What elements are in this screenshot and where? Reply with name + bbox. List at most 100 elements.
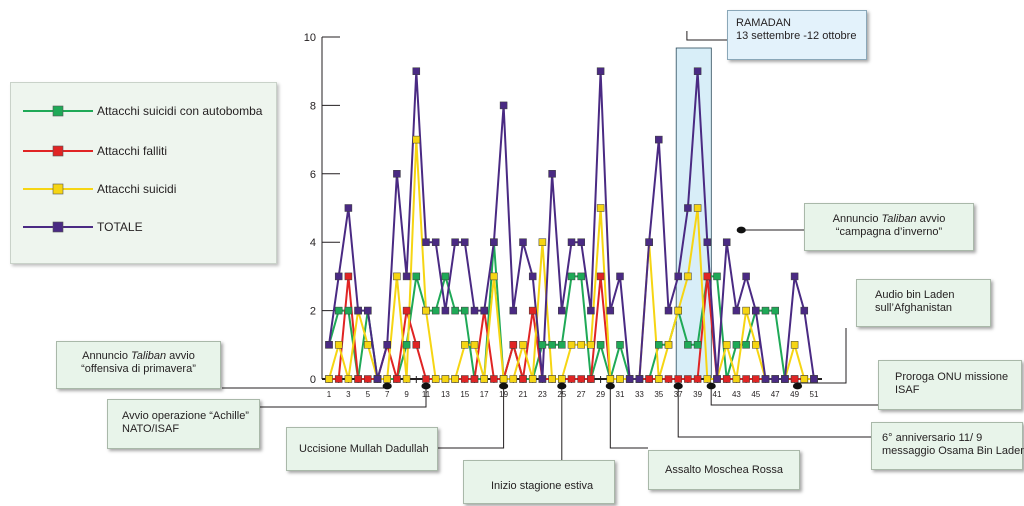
data-point (742, 306, 750, 315)
data-point (616, 341, 624, 349)
data-point (325, 375, 333, 383)
annotation-text: Annuncio (82, 350, 132, 362)
data-point (674, 272, 682, 281)
annotation-line: Annuncio Taliban avvio (65, 350, 212, 363)
data-point (616, 375, 624, 383)
data-point (732, 341, 741, 349)
data-point (344, 272, 353, 281)
data-point (509, 375, 518, 383)
x-tick-label: 23 (538, 390, 547, 399)
event-marker (605, 382, 615, 390)
x-tick-label: 15 (460, 390, 469, 399)
ramadan-bracket (686, 31, 727, 41)
annotation-emphasis: Taliban (131, 350, 167, 362)
annotation-achille: Avvio operazione “Achille” NATO/ISAF (107, 399, 260, 449)
data-point (703, 375, 712, 383)
data-point (402, 272, 411, 281)
annotation-line: Assalto Moschea Rossa (665, 464, 783, 476)
data-point (528, 375, 537, 383)
annotation-line: Uccisione Mullah Dadullah (299, 443, 429, 455)
data-point (790, 272, 799, 281)
annotation-text: avvio (916, 213, 946, 225)
data-point (693, 67, 702, 75)
data-point (364, 306, 372, 315)
data-point (703, 238, 712, 246)
annotation-line: NATO/ISAF (122, 423, 180, 435)
data-point (713, 375, 721, 383)
data-point (577, 341, 585, 349)
annotation-line: Audio bin Laden (875, 289, 955, 301)
data-point (567, 238, 576, 246)
data-point (790, 375, 799, 383)
data-point (606, 375, 615, 383)
data-point (713, 272, 721, 281)
data-point (519, 375, 527, 383)
event-marker (736, 226, 746, 234)
annotation-line: sull’Afghanistan (875, 302, 953, 314)
data-point (567, 272, 576, 281)
event-marker (382, 382, 392, 390)
data-point (334, 306, 343, 315)
x-tick-label: 3 (346, 390, 351, 399)
data-point (431, 306, 440, 315)
data-point (412, 135, 421, 144)
y-tick-label: 8 (310, 100, 316, 112)
data-point (577, 375, 585, 383)
data-point (383, 375, 391, 383)
data-point (364, 341, 372, 349)
data-point (742, 375, 750, 383)
data-point (528, 306, 537, 315)
data-point (393, 375, 401, 383)
data-point (509, 341, 518, 349)
x-tick-label: 9 (404, 390, 409, 399)
x-tick-label: 41 (713, 390, 722, 399)
data-point (334, 341, 343, 349)
data-point (742, 272, 750, 281)
annotation-line: “campagna d’inverno” (835, 226, 943, 238)
event-leader (797, 328, 847, 384)
data-point (441, 272, 450, 281)
data-point (558, 375, 566, 383)
legend-swatch-autobomba (23, 105, 93, 117)
data-point (470, 341, 479, 349)
annotation-onu: Proroga ONU missione ISAF (878, 360, 1022, 410)
y-tick-label: 4 (310, 237, 316, 249)
data-point (499, 375, 508, 383)
data-point (761, 306, 770, 315)
y-tick-label: 2 (310, 306, 316, 318)
legend-item-totale: TOTALE (23, 217, 143, 237)
data-point (703, 272, 712, 281)
data-point (538, 341, 547, 349)
legend-item-falliti: Attacchi falliti (23, 141, 167, 161)
event-leader (677, 388, 871, 438)
data-point (684, 375, 692, 383)
data-point (393, 170, 401, 178)
annotation-line: ISAF (895, 384, 920, 396)
x-tick-label: 5 (366, 390, 371, 399)
data-point (354, 375, 362, 383)
data-point (490, 272, 498, 281)
data-point (548, 375, 556, 383)
annotation-line: messaggio Osama Bin Laden (882, 445, 1024, 457)
data-point (810, 375, 818, 383)
data-point (655, 135, 663, 144)
data-point (344, 306, 353, 315)
data-point (596, 341, 605, 349)
data-point (722, 238, 731, 246)
data-point (441, 306, 450, 315)
x-tick-label: 1 (327, 390, 332, 399)
data-point (402, 341, 411, 349)
x-tick-label: 33 (635, 390, 644, 399)
event-marker (421, 382, 431, 390)
data-point (431, 238, 440, 246)
annotation-spring: Annuncio Taliban avvio “offensiva di pri… (56, 341, 221, 389)
legend-label: TOTALE (97, 220, 143, 234)
event-marker (673, 382, 683, 390)
event-leader (260, 388, 427, 408)
annotation-anniversario: 6° anniversario 11/ 9 messaggio Osama Bi… (871, 422, 1024, 470)
data-point (461, 306, 469, 315)
data-point (722, 341, 731, 349)
data-point (596, 67, 605, 75)
data-point (402, 375, 411, 383)
data-point (752, 341, 760, 349)
